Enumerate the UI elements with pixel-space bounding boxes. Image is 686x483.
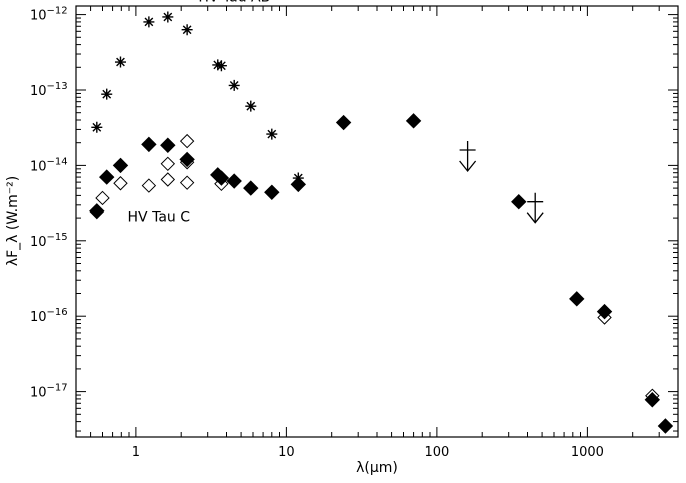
asterisk-point	[91, 121, 103, 133]
filled-diamond-point	[657, 418, 674, 434]
y-tick-label: 10−14	[30, 156, 68, 174]
asterisk-point	[162, 11, 174, 23]
filled-diamond-point	[569, 291, 585, 307]
open-diamond-point	[95, 190, 110, 206]
filled-diamond-point	[99, 169, 115, 185]
filled-diamond-point	[213, 170, 230, 186]
filled-diamond-point	[160, 137, 176, 153]
asterisk-point	[228, 79, 240, 91]
open-diamond-point	[113, 176, 128, 191]
axis-tick-labels: 1 10 100 1000 10−17 10−16 10−15 10−14 10−13 10−12	[30, 6, 604, 460]
y-tick-label: 10−16	[30, 307, 68, 325]
filled-diamond-point	[179, 151, 195, 168]
asterisk-point	[101, 88, 113, 100]
asterisk-point	[212, 59, 224, 71]
filled-diamond-point	[511, 193, 527, 210]
filled-diamond-point	[89, 203, 105, 219]
filled-diamond-point	[264, 184, 280, 200]
data-marks	[89, 11, 674, 434]
asterisk-point	[181, 24, 193, 36]
annotations: HV Tau AB HV Tau C	[128, 0, 271, 226]
open-diamond-point	[160, 156, 176, 172]
upper-limit-arrow	[459, 141, 477, 173]
axis-ticks	[75, 6, 679, 437]
x-tick-label: 1000	[571, 445, 604, 460]
open-diamond-point	[179, 175, 195, 190]
y-axis-title: λF_λ (W.m⁻²)	[5, 176, 21, 266]
filled-diamond-point	[335, 114, 352, 131]
asterisk-point	[215, 60, 227, 72]
asterisk-point	[266, 128, 278, 140]
asterisk-point	[245, 100, 257, 112]
y-tick-label: 10−13	[30, 81, 68, 99]
annotation-label: HV Tau AB	[198, 0, 270, 5]
filled-diamond-point	[405, 113, 422, 129]
y-tick-label: 10−15	[30, 232, 68, 250]
x-tick-label: 1	[132, 445, 140, 460]
filled-diamond-point	[596, 303, 613, 320]
y-tick-label: 10−17	[30, 383, 68, 401]
filled-diamond-point	[644, 392, 661, 408]
filled-diamond-point	[226, 173, 242, 189]
filled-diamond-point	[290, 176, 307, 193]
x-tick-label: 10	[278, 445, 295, 460]
filled-diamond-point	[112, 157, 129, 174]
x-axis-title: λ(μm)	[356, 460, 398, 476]
open-diamond-point	[141, 178, 157, 193]
x-tick-label: 100	[424, 445, 449, 460]
open-diamond-point	[179, 133, 195, 149]
filled-diamond-point	[141, 136, 157, 153]
upper-limit-arrow	[526, 192, 544, 224]
y-tick-label: 10−12	[30, 6, 68, 24]
open-diamond-point	[160, 172, 176, 187]
annotation-label: HV Tau C	[128, 210, 191, 226]
asterisk-point	[143, 16, 155, 28]
asterisk-point	[114, 56, 126, 68]
filled-diamond-point	[243, 180, 259, 196]
